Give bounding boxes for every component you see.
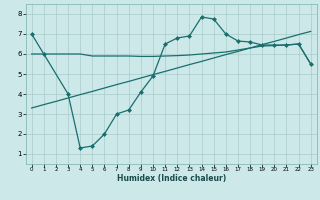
X-axis label: Humidex (Indice chaleur): Humidex (Indice chaleur) bbox=[116, 174, 226, 183]
